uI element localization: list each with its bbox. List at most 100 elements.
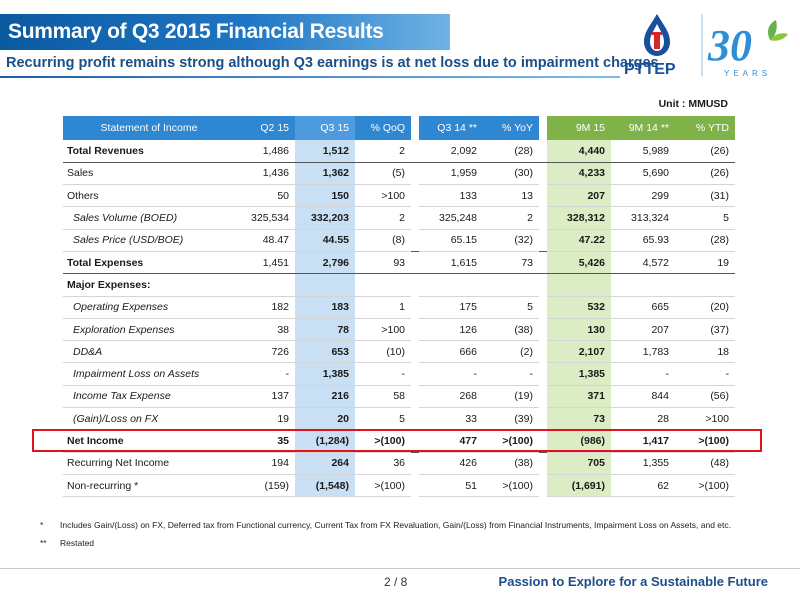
footer-tagline: Passion to Explore for a Sustainable Fut… — [498, 574, 768, 589]
value-cell: (37) — [675, 318, 735, 342]
value-cell: (38) — [483, 318, 539, 342]
gap-cell — [411, 229, 419, 252]
table-row: Sales 1,436 1,362 (5) 1,959 (30) 4,233 5,690 (26… — [63, 162, 735, 186]
table-row: Major Expenses: — [63, 273, 735, 297]
value-cell: 19 — [675, 250, 735, 275]
value-cell: 325,534 — [235, 206, 295, 230]
gap-cell — [539, 407, 547, 430]
value-cell: 18 — [675, 340, 735, 364]
value-cell: (19) — [483, 385, 539, 409]
title-bar: Summary of Q3 2015 Financial Results — [0, 14, 450, 50]
gap-cell — [411, 273, 419, 297]
gap-cell — [411, 184, 419, 207]
value-cell: - — [355, 362, 411, 386]
value-cell — [547, 273, 611, 297]
value-cell: (20) — [675, 296, 735, 319]
table-row: Income Tax Expense 137 216 58 268 (19) 371 844(… — [63, 385, 735, 409]
col-header-q3-14: Q3 14 ** — [419, 116, 483, 140]
value-cell: 726 — [235, 340, 295, 364]
value-cell: 5,690 — [611, 162, 675, 186]
value-cell: (5) — [355, 162, 411, 186]
table-row: Others 50 150 >100 133 13 207 299 (31) — [63, 184, 735, 208]
value-cell: (48) — [675, 451, 735, 475]
footnote-text: Restated — [60, 538, 95, 548]
footnote-mark: ** — [40, 538, 47, 548]
gap-cell — [539, 474, 547, 497]
value-cell: >100 — [355, 184, 411, 208]
row-label: Total Expenses — [63, 250, 235, 275]
value-cell: 264 — [295, 451, 355, 475]
value-cell: >100 — [675, 407, 735, 431]
value-cell: - — [675, 362, 735, 386]
gap-cell — [539, 362, 547, 386]
subtitle-underline — [0, 76, 620, 78]
value-cell: 65.15 — [419, 229, 483, 252]
value-cell: 1,362 — [295, 162, 355, 186]
pttep-30-years-logo: PTTEP 30 YEARS — [624, 14, 788, 78]
footnote-text: Includes Gain/(Loss) on FX, Deferred tax… — [60, 520, 731, 530]
value-cell: (26) — [675, 140, 735, 163]
value-cell: (31) — [675, 184, 735, 208]
value-cell: 175 — [419, 296, 483, 319]
value-cell: >(100) — [483, 474, 539, 498]
col-header-9m-14: 9M 14 ** — [611, 116, 675, 140]
footnote-mark: * — [40, 520, 44, 530]
value-cell: 1 — [355, 296, 411, 319]
income-statement-table: Statement of Income Q2 15 Q3 15 % QoQ Q3… — [63, 116, 735, 498]
row-label: Sales Volume (BOED) — [63, 206, 235, 230]
table-row: Total Revenues 1,486 1,512 2 2,092 (28) 4,440 5… — [63, 140, 735, 163]
value-cell: 1,436 — [235, 162, 295, 186]
value-cell: - — [611, 362, 675, 386]
value-cell: 216 — [295, 385, 355, 409]
value-cell: 130 — [547, 318, 611, 342]
value-cell: 1,385 — [295, 362, 355, 386]
value-cell: (2) — [483, 340, 539, 364]
value-cell: 44.55 — [295, 229, 355, 252]
value-cell: 28 — [611, 407, 675, 431]
value-cell: 2,092 — [419, 140, 483, 163]
value-cell: 268 — [419, 385, 483, 409]
svg-text:PTTEP: PTTEP — [624, 61, 676, 78]
value-cell: (38) — [483, 451, 539, 475]
value-cell: 1,355 — [611, 451, 675, 475]
value-cell: - — [483, 362, 539, 386]
value-cell: (1,284) — [295, 429, 355, 453]
value-cell: 50 — [235, 184, 295, 208]
value-cell: 38 — [235, 318, 295, 342]
value-cell: 705 — [547, 451, 611, 475]
value-cell: 150 — [295, 184, 355, 208]
value-cell: 371 — [547, 385, 611, 409]
gap-cell — [411, 206, 419, 230]
table-header-row: Statement of Income Q2 15 Q3 15 % QoQ Q3… — [63, 116, 735, 140]
value-cell: 194 — [235, 451, 295, 475]
value-cell: 1,959 — [419, 162, 483, 186]
value-cell: 2,107 — [547, 340, 611, 364]
value-cell: - — [419, 362, 483, 386]
value-cell: 1,385 — [547, 362, 611, 386]
row-label: Recurring Net Income — [63, 451, 235, 475]
value-cell: 5,426 — [547, 250, 611, 275]
row-label: (Gain)/Loss on FX — [63, 407, 235, 431]
table-row: Impairment Loss on Assets -1,385- - -1,385-… — [63, 362, 735, 386]
value-cell: 426 — [419, 451, 483, 475]
row-label: Non-recurring * — [63, 474, 235, 498]
table-body: Total Revenues 1,486 1,512 2 2,092 (28) 4,440 5… — [63, 140, 735, 498]
value-cell — [675, 273, 735, 297]
gap-cell — [411, 318, 419, 341]
net-income-highlight-box — [32, 429, 762, 452]
row-label: Others — [63, 184, 235, 208]
gap-cell — [411, 340, 419, 363]
table-row: Recurring Net Income 194 264 36 426 (38) 705 1,… — [63, 451, 735, 475]
value-cell: (10) — [355, 340, 411, 364]
row-label: Sales — [63, 162, 235, 186]
col-header-q3-15: Q3 15 — [295, 116, 355, 140]
value-cell — [295, 273, 355, 297]
table-row: Operating Expenses 182 183 1 175 5 532 665 (20) — [63, 296, 735, 319]
value-cell: 93 — [355, 250, 411, 275]
value-cell: 313,324 — [611, 206, 675, 230]
value-cell: (8) — [355, 229, 411, 252]
value-cell: 844 — [611, 385, 675, 409]
value-cell — [235, 273, 295, 297]
gap-cell — [539, 162, 547, 185]
value-cell: 5,989 — [611, 140, 675, 163]
